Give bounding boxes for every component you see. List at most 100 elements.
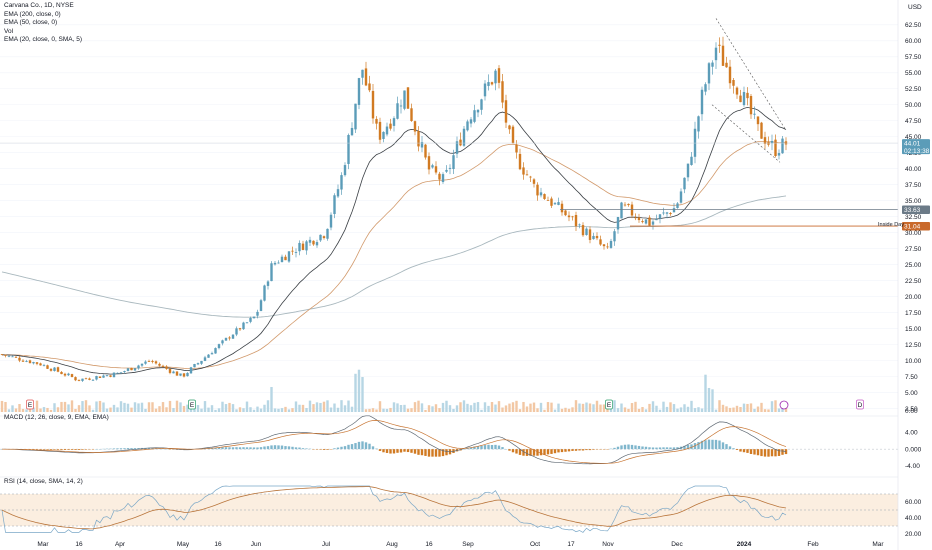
- macd-histogram-bar: [553, 449, 557, 454]
- volume-bar: [665, 406, 669, 412]
- macd-histogram-bar: [546, 449, 550, 455]
- price-axis-label: 45.00: [905, 134, 922, 141]
- candle-body: [364, 68, 368, 86]
- macd-histogram-bar: [532, 449, 536, 456]
- macd-histogram-bar: [536, 449, 539, 456]
- volume-bar: [539, 402, 543, 412]
- volume-bar: [627, 408, 630, 412]
- candle-body: [385, 126, 389, 135]
- candle-body: [749, 96, 753, 115]
- price-axis-label: 22.50: [905, 278, 922, 285]
- volume-bar: [595, 400, 599, 412]
- macd-histogram-bar: [585, 449, 588, 451]
- volume-bar: [203, 401, 207, 412]
- price-axis-label: 15.00: [905, 326, 922, 333]
- volume-bar: [378, 401, 382, 412]
- volume-bar: [123, 402, 126, 412]
- macd-histogram-bar: [781, 449, 784, 455]
- macd-histogram-bar: [655, 447, 658, 450]
- volume-bar: [417, 400, 420, 412]
- volume-bar: [784, 408, 788, 412]
- macd-histogram-bar: [119, 448, 123, 450]
- candle-body: [588, 229, 592, 240]
- volume-bar: [322, 401, 326, 412]
- candle-body: [0, 354, 4, 355]
- volume-bar: [340, 400, 343, 412]
- volume-bar: [7, 409, 11, 412]
- rsi-axis-label: 40.00: [905, 515, 922, 522]
- volume-bar: [452, 408, 455, 412]
- volume-bar: [588, 403, 592, 412]
- candle-body: [221, 340, 224, 344]
- macd-axis-label: 4.00: [905, 430, 918, 437]
- candle-body: [627, 203, 630, 206]
- rsi-legend[interactable]: RSI (14, close, SMA, 14, 2): [4, 478, 83, 485]
- volume-bar: [249, 407, 252, 412]
- volume-bar: [329, 407, 333, 412]
- volume-bar: [711, 389, 714, 412]
- legend-ema200[interactable]: EMA (200, close, 0): [4, 10, 61, 18]
- volume-bar: [529, 403, 532, 412]
- candle-body: [74, 377, 77, 381]
- volume-bar: [462, 400, 466, 412]
- macd-histogram-bar: [648, 447, 651, 450]
- earnings-marker-label: E: [607, 402, 612, 409]
- macd-histogram-bar: [613, 447, 616, 450]
- currency-label[interactable]: USD: [908, 4, 922, 11]
- candle-body: [214, 348, 217, 354]
- volume-bar: [560, 408, 564, 412]
- volume-bar: [448, 405, 452, 412]
- macd-histogram-bar: [427, 449, 431, 457]
- volume-bar: [518, 409, 522, 412]
- candle-body: [11, 356, 14, 358]
- candle-body: [483, 83, 487, 97]
- volume-bar: [581, 403, 585, 412]
- volume-bar: [154, 408, 158, 412]
- candle-body: [361, 69, 364, 78]
- volume-bar: [557, 403, 560, 412]
- candle-body: [130, 367, 133, 371]
- macd-legend[interactable]: MACD (12, 26, close, 9, EMA, EMA): [4, 414, 109, 421]
- candle-body: [557, 202, 560, 205]
- macd-histogram-bar: [217, 447, 221, 450]
- volume-bar: [749, 403, 753, 412]
- candle-body: [469, 119, 473, 124]
- candle-body: [662, 212, 665, 214]
- candle-body: [326, 228, 329, 239]
- volume-bar: [410, 408, 413, 412]
- time-axis-label: 17: [567, 541, 575, 548]
- price-axis-label: 37.50: [905, 182, 922, 189]
- legend-ema20[interactable]: EMA (20, close, 0, SMA, 5): [4, 36, 83, 44]
- macd-histogram-bar: [749, 449, 753, 454]
- candle-body: [98, 376, 102, 378]
- volume-bar: [256, 406, 259, 412]
- macd-histogram-bar: [399, 449, 403, 453]
- volume-bar: [368, 408, 371, 412]
- candle-body: [378, 121, 382, 140]
- volume-bar: [277, 408, 280, 412]
- macd-histogram-bar: [39, 449, 42, 450]
- candle-body: [217, 344, 221, 349]
- candle-body: [357, 78, 361, 105]
- macd-histogram-bar: [32, 449, 35, 450]
- candle-body: [319, 234, 322, 241]
- macd-histogram-bar: [473, 446, 476, 450]
- macd-histogram-bar: [480, 445, 483, 450]
- legend-ema50[interactable]: EMA (50, close, 0): [4, 19, 58, 27]
- volume-bar: [732, 407, 735, 412]
- rsi-pane: [0, 476, 898, 533]
- candle-body: [350, 127, 354, 136]
- candle-body: [70, 374, 74, 378]
- volume-bar: [147, 402, 151, 412]
- candle-body: [459, 139, 462, 146]
- candle-body: [592, 235, 595, 240]
- macd-histogram-bar: [298, 447, 301, 450]
- macd-histogram-bar: [221, 447, 224, 450]
- candle-body: [532, 179, 536, 184]
- candle-body: [368, 83, 371, 91]
- legend-vol[interactable]: Vol: [4, 27, 14, 35]
- macd-histogram-bar: [550, 449, 553, 454]
- volume-bar: [459, 402, 462, 412]
- candle-body: [186, 372, 189, 377]
